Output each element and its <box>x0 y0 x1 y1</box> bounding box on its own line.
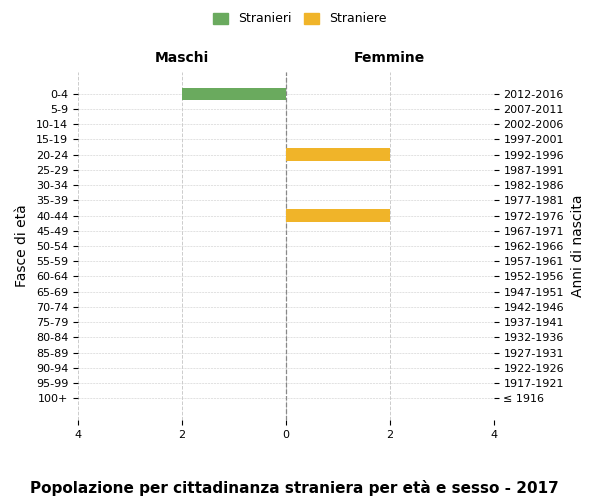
Text: Maschi: Maschi <box>155 50 209 64</box>
Bar <box>286 210 390 222</box>
Text: Popolazione per cittadinanza straniera per età e sesso - 2017: Popolazione per cittadinanza straniera p… <box>30 480 559 496</box>
Bar <box>286 148 390 160</box>
Bar <box>182 88 286 100</box>
Y-axis label: Fasce di età: Fasce di età <box>15 204 29 288</box>
Legend: Stranieri, Straniere: Stranieri, Straniere <box>207 6 393 32</box>
Y-axis label: Anni di nascita: Anni di nascita <box>571 194 585 297</box>
Text: Femmine: Femmine <box>354 50 425 64</box>
